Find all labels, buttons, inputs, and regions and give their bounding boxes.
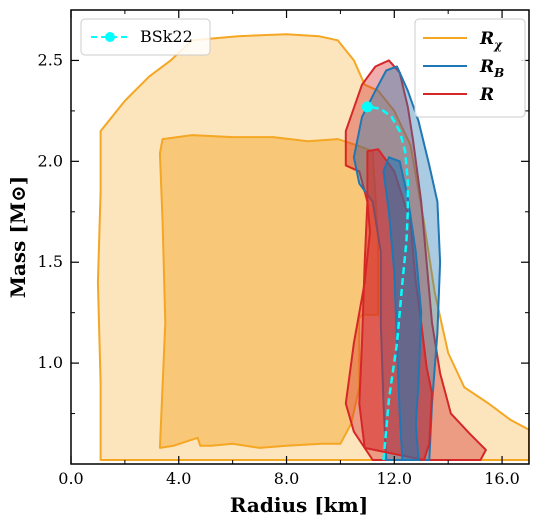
x-tick-label: 4.0 bbox=[166, 469, 191, 488]
y-tick-label: 1.5 bbox=[38, 252, 63, 271]
legend-rchi-label: Rχ bbox=[479, 29, 503, 52]
plot-frame bbox=[70, 9, 530, 465]
y-tick-label: 1.0 bbox=[38, 353, 63, 372]
legend-left: BSk22 bbox=[80, 18, 211, 56]
bsk22-marker bbox=[361, 101, 373, 113]
contour-rb-inner bbox=[382, 156, 423, 461]
legend-rb-label: RB bbox=[479, 57, 504, 80]
legend-right-frame bbox=[414, 18, 526, 118]
y-tick-label: 2.5 bbox=[38, 50, 63, 69]
legend-r-label: R bbox=[479, 85, 494, 105]
x-tick-label: 8.0 bbox=[274, 469, 299, 488]
x-axis-label: Radius [km] bbox=[230, 493, 368, 517]
legend-bsk22-label: BSk22 bbox=[140, 27, 193, 46]
legend-right: Rχ RB R bbox=[414, 18, 526, 118]
x-tick-label: 0.0 bbox=[58, 469, 83, 488]
legend-left-frame bbox=[80, 18, 211, 56]
plot-area bbox=[96, 33, 529, 461]
bsk22-line bbox=[369, 105, 410, 461]
x-tick-label: 16.0 bbox=[484, 469, 520, 488]
x-tick-label: 12.0 bbox=[376, 469, 412, 488]
legend-bsk22-marker bbox=[105, 32, 115, 42]
axes: 0.0 4.0 8.0 12.0 16.0 1.0 1.5 2.0 2.5 bbox=[38, 9, 530, 488]
y-axis-label: Mass [M⊙] bbox=[6, 176, 30, 298]
y-tick-label: 2.0 bbox=[38, 151, 63, 170]
